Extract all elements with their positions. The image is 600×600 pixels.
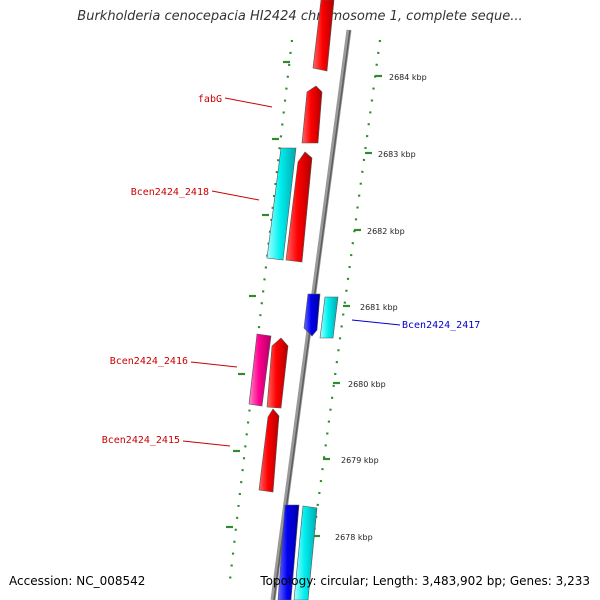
gene-feature [303,293,321,337]
major-ticks [226,60,382,538]
gene-label-bcen2424-2415[interactable]: Bcen2424_2415 [102,435,180,446]
gene-feature [266,147,297,261]
label-leader [224,97,273,108]
gene-feature [285,151,313,263]
gene-label-bcen2424-2417[interactable]: Bcen2424_2417 [402,320,480,331]
gene-feature [293,505,318,600]
gene-features [248,0,339,600]
label-leader [211,190,260,201]
label-leader [182,440,231,447]
tick-label: 2678 kbp [335,533,373,542]
gene-feature [248,333,272,407]
tick-label: 2683 kbp [378,150,416,159]
label-leader [351,319,401,326]
inner-tick-ring [228,39,294,581]
gene-feature [258,408,280,493]
tick-label: 2679 kbp [341,456,379,465]
tick-label: 2682 kbp [367,227,405,236]
accession-info: Accession: NC_008542 [9,574,146,588]
tick-label: 2681 kbp [360,303,398,312]
tick-label: 2680 kbp [348,380,386,389]
gene-feature [266,337,289,409]
gene-label-bcen2424-2418[interactable]: Bcen2424_2418 [131,187,209,198]
gene-label-fabg[interactable]: fabG [198,94,222,105]
gene-feature [301,85,323,144]
gene-feature [277,504,300,600]
map-title: Burkholderia cenocepacia HI2424 chromoso… [77,9,523,24]
label-leader [190,361,238,368]
tick-label: 2684 kbp [389,73,427,82]
gene-feature [319,296,339,339]
gene-label-bcen2424-2416[interactable]: Bcen2424_2416 [110,356,188,367]
topology-info: Topology: circular; Length: 3,483,902 bp… [260,574,590,588]
gene-feature [312,0,335,72]
